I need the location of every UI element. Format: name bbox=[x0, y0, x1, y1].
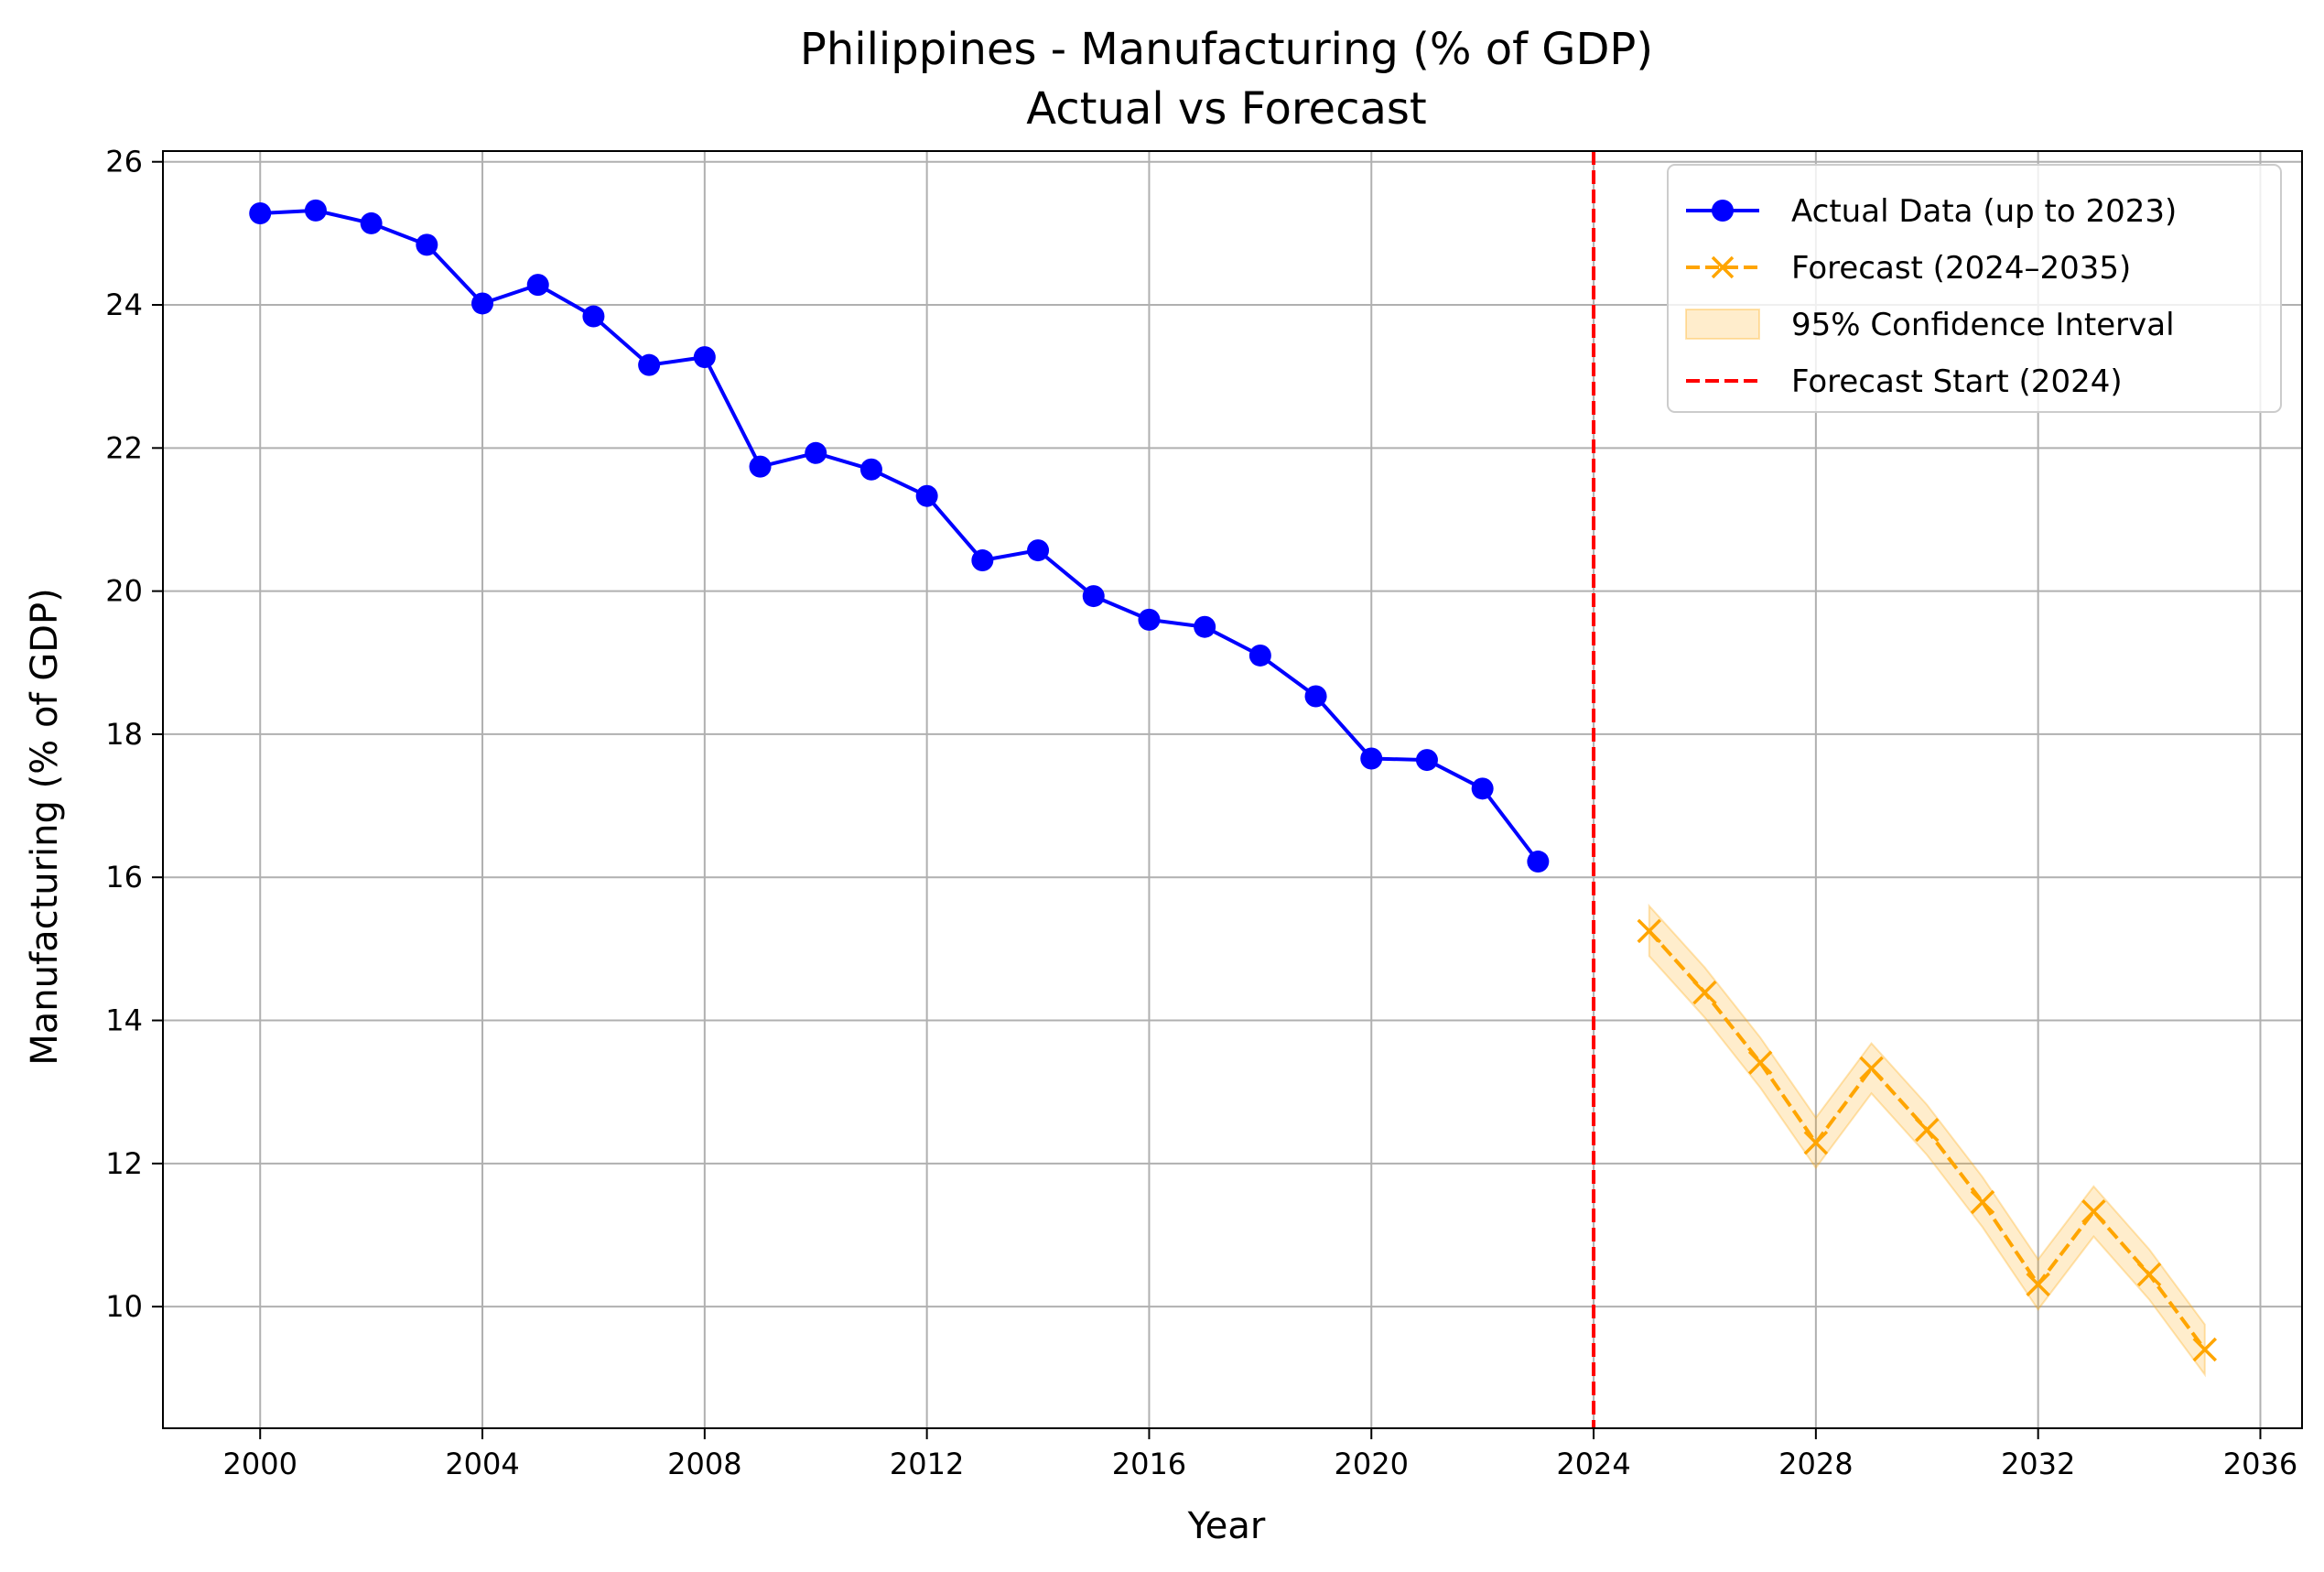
y-tick-label: 22 bbox=[105, 430, 143, 465]
plot-frame bbox=[162, 150, 2303, 1429]
series-layer bbox=[249, 199, 2218, 1362]
actual-point bbox=[859, 458, 882, 481]
actual-point bbox=[1138, 608, 1161, 631]
forecast-point bbox=[1803, 1130, 1829, 1155]
actual-point bbox=[1248, 644, 1271, 667]
x-tick-label: 2004 bbox=[445, 1447, 519, 1481]
actual-point bbox=[971, 549, 994, 572]
legend: Actual Data (up to 2023) Forecast (2024–2… bbox=[1667, 164, 2282, 413]
y-tick-label: 16 bbox=[105, 860, 143, 894]
legend-marker bbox=[1711, 255, 1735, 279]
actual-point bbox=[693, 346, 716, 369]
actual-point bbox=[1360, 747, 1383, 770]
y-tick-label: 14 bbox=[105, 1003, 143, 1038]
actual-point bbox=[1027, 539, 1050, 562]
legend-label: Actual Data (up to 2023) bbox=[1791, 193, 2177, 230]
y-tick-label: 10 bbox=[105, 1289, 143, 1324]
forecast-point bbox=[1970, 1189, 1995, 1215]
x-tick-label: 2036 bbox=[2223, 1447, 2297, 1481]
actual-point bbox=[1527, 851, 1550, 873]
x-tick-label: 2016 bbox=[1112, 1447, 1186, 1481]
legend-swatch bbox=[1685, 309, 1760, 340]
legend-marker bbox=[1712, 200, 1734, 222]
y-tick-label: 26 bbox=[105, 145, 143, 179]
legend-label: 95% Confidence Interval bbox=[1791, 307, 2175, 343]
forecast-point bbox=[2026, 1272, 2050, 1297]
chart-title: Philippines - Manufacturing (% of GDP) bbox=[800, 24, 1653, 75]
forecast-point bbox=[1692, 980, 1717, 1005]
x-tick-label: 2000 bbox=[223, 1447, 297, 1481]
forecast-point bbox=[1747, 1050, 1773, 1075]
actual-point bbox=[805, 441, 827, 464]
actual-point bbox=[526, 274, 549, 297]
y-tick-label: 24 bbox=[105, 287, 143, 322]
x-tick-label: 2028 bbox=[1778, 1447, 1853, 1481]
actual-series bbox=[249, 199, 1550, 873]
actual-point bbox=[304, 199, 327, 222]
y-tick-label: 20 bbox=[105, 574, 143, 609]
legend-item-forecast: Forecast (2024–2035) bbox=[1686, 250, 2131, 287]
y-axis-label: Manufacturing (% of GDP) bbox=[24, 588, 66, 1065]
actual-point bbox=[638, 353, 661, 376]
x-tick-label: 2032 bbox=[2001, 1447, 2075, 1481]
actual-point bbox=[1415, 749, 1438, 772]
forecast-point bbox=[1915, 1117, 1940, 1143]
actual-line bbox=[260, 208, 1540, 863]
actual-point bbox=[249, 201, 272, 224]
actual-point bbox=[1304, 685, 1327, 708]
forecast-point bbox=[2192, 1337, 2218, 1362]
actual-point bbox=[471, 292, 494, 315]
actual-point bbox=[360, 211, 383, 234]
actual-point bbox=[1082, 585, 1105, 608]
x-axis-label: Year bbox=[1187, 1505, 1266, 1547]
y-tick-label: 12 bbox=[105, 1146, 143, 1181]
forecast-point bbox=[1637, 918, 1661, 944]
actual-point bbox=[1471, 777, 1494, 800]
actual-point bbox=[416, 233, 438, 256]
forecast-point bbox=[2081, 1198, 2106, 1224]
forecast-point bbox=[2136, 1262, 2162, 1287]
legend-label: Forecast Start (2024) bbox=[1791, 363, 2123, 400]
actual-point bbox=[915, 484, 938, 507]
legend-item-ci: 95% Confidence Interval bbox=[1685, 307, 2175, 343]
axis-ticks: 2000 2004 2008 2012 2016 2020 2024 2028 2032 2036… bbox=[105, 145, 2297, 1481]
legend-label: Forecast (2024–2035) bbox=[1791, 250, 2131, 287]
forecast-series bbox=[1637, 918, 2218, 1362]
confidence-band bbox=[1648, 903, 2206, 1378]
grid bbox=[163, 151, 2302, 1428]
forecast-point bbox=[1859, 1056, 1884, 1081]
x-tick-label: 2012 bbox=[890, 1447, 964, 1481]
legend-box bbox=[1667, 164, 2282, 413]
legend-item-actual: Actual Data (up to 2023) bbox=[1686, 193, 2177, 230]
actual-point bbox=[582, 305, 605, 328]
confidence-band-layer bbox=[1648, 903, 2206, 1378]
y-tick-label: 18 bbox=[105, 717, 143, 752]
actual-point bbox=[1194, 615, 1216, 638]
x-tick-label: 2008 bbox=[667, 1447, 741, 1481]
actual-point bbox=[749, 455, 772, 478]
chart-subtitle: Actual vs Forecast bbox=[1026, 83, 1426, 135]
x-tick-label: 2020 bbox=[1335, 1447, 1409, 1481]
legend-item-vline: Forecast Start (2024) bbox=[1686, 363, 2123, 400]
x-tick-label: 2024 bbox=[1556, 1447, 1630, 1481]
